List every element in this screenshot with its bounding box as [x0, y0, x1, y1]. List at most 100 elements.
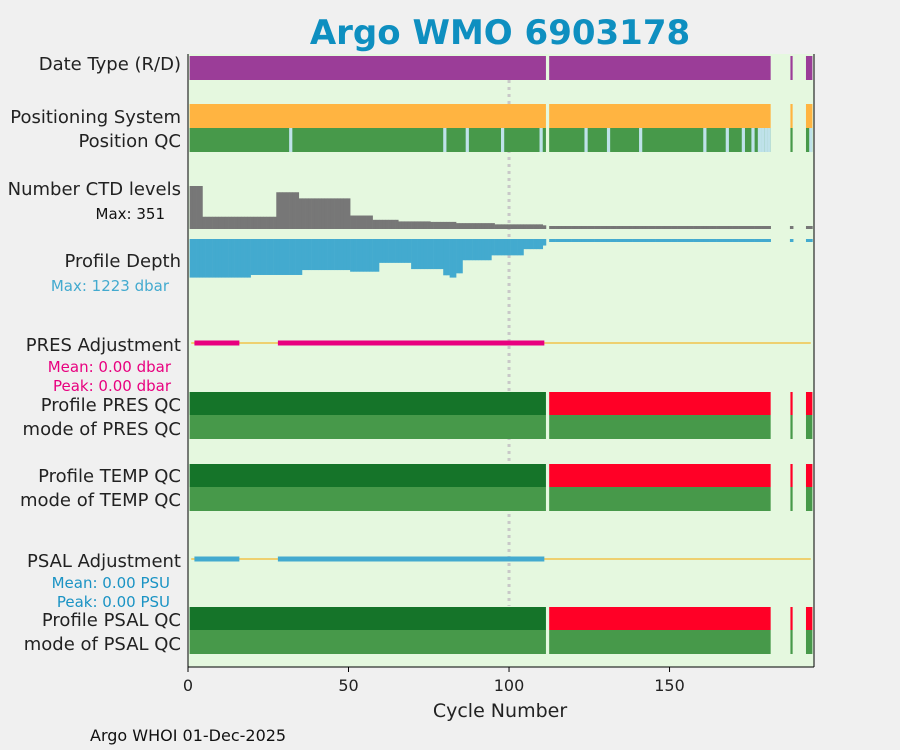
- plot-area: [188, 54, 814, 667]
- ctd-levels-bar: [321, 198, 325, 229]
- profile-depth-bar: [690, 239, 694, 242]
- ctd-levels-bar: [452, 221, 457, 229]
- profile-depth-bar: [716, 239, 720, 242]
- position-qc-gap: [725, 128, 729, 152]
- profile-depth-bar: [465, 239, 470, 261]
- ctd-levels-bar: [767, 226, 771, 229]
- ctd-levels-bar: [484, 223, 489, 229]
- ctd-levels-bar: [401, 221, 405, 229]
- profile-depth-bar: [722, 239, 727, 242]
- ctd-levels-bar: [619, 226, 624, 229]
- ctd-levels-bar: [552, 226, 556, 229]
- profile-depth-bar: [655, 239, 659, 242]
- ctd-levels-bar: [356, 215, 361, 229]
- profile-depth-bar: [398, 239, 402, 263]
- ctd-levels-bar: [555, 226, 560, 229]
- profile-depth-bar: [244, 239, 248, 278]
- ctd-levels-bar: [639, 226, 643, 229]
- ctd-levels-bar: [260, 216, 264, 229]
- ctd-levels-bar: [366, 215, 370, 229]
- ctd-levels-bar: [558, 226, 563, 229]
- profile-depth-bar: [529, 239, 534, 250]
- profile-depth-bar: [462, 239, 466, 261]
- ctd-levels-bar: [289, 192, 293, 229]
- ctd-levels-bar: [221, 216, 226, 229]
- ctd-levels-bar: [581, 226, 585, 229]
- ctd-levels-bar: [716, 226, 720, 229]
- profile-depth-bar: [696, 239, 701, 242]
- profile-depth-bar: [552, 239, 556, 242]
- profile-depth-bar: [305, 239, 309, 271]
- ctd-levels-bar: [192, 186, 197, 229]
- profile-depth-bar: [574, 239, 579, 242]
- profile-depth-bar: [430, 239, 434, 270]
- profile-depth-bar: [805, 239, 810, 242]
- profile-depth-bar: [616, 239, 621, 242]
- pres-adjustment-bar: [194, 340, 240, 346]
- profile-depth-bar: [356, 239, 361, 272]
- profile-pres-qc-bar: [805, 392, 813, 415]
- profile-depth-bar: [513, 239, 518, 256]
- profile-psal-qc-bar: [549, 607, 771, 630]
- ctd-levels-bar: [240, 216, 245, 229]
- date-type-bar: [805, 56, 813, 80]
- profile-depth-bar: [523, 239, 527, 250]
- ctd-levels-bar: [700, 226, 704, 229]
- mode-psal-qc-label: mode of PSAL QC: [24, 634, 181, 655]
- profile-depth-bar: [626, 239, 630, 242]
- profile-depth-bar: [468, 239, 473, 261]
- mode-pres-qc-bar: [790, 415, 793, 439]
- profile-depth-bar: [385, 239, 389, 263]
- ctd-levels-bar: [391, 219, 396, 229]
- ctd-levels-bar: [632, 226, 637, 229]
- ctd-levels-bar: [375, 219, 380, 229]
- date-type-bar: [790, 56, 793, 80]
- profile-psal-qc-bar: [790, 607, 793, 630]
- position-qc-bar: [790, 128, 793, 152]
- ctd-levels-bar: [590, 226, 595, 229]
- profile-depth-bar: [764, 239, 768, 242]
- ctd-levels-bar: [501, 224, 505, 229]
- ctd-levels-bar: [305, 198, 309, 229]
- profile-depth-bar: [578, 239, 582, 242]
- psal-adjustment-peak: Peak: 0.00 PSU: [57, 593, 170, 611]
- profile-depth-bar: [703, 239, 707, 242]
- ctd-levels-bar: [417, 221, 422, 229]
- profile-pres-qc-bar: [549, 392, 771, 415]
- ctd-levels-bar: [379, 219, 383, 229]
- profile-depth-bar: [279, 239, 284, 275]
- profile-depth-bar: [440, 239, 444, 270]
- ctd-levels-bar: [667, 226, 672, 229]
- profile-depth-bar: [196, 239, 200, 278]
- ctd-levels-bar: [561, 226, 566, 229]
- profile-depth-bar: [414, 239, 418, 270]
- ctd-levels-bar: [372, 219, 377, 229]
- profile-depth-bar: [558, 239, 563, 242]
- ctd-levels-bar: [664, 226, 669, 229]
- x-tick-label: 0: [183, 676, 193, 695]
- profile-depth-bar: [565, 239, 569, 242]
- profile-depth-bar: [295, 239, 300, 275]
- profile-depth-bar: [789, 239, 794, 242]
- ctd-levels-bar: [295, 192, 300, 229]
- ctd-levels-bar: [491, 223, 495, 229]
- pres-adjustment-label: PRES Adjustment: [26, 335, 181, 356]
- position-qc-bar: [549, 128, 771, 152]
- ctd-levels-bar: [334, 198, 338, 229]
- row-labels: Date Type (R/D) Positioning System Positio…: [8, 54, 181, 655]
- profile-depth-bar: [411, 239, 415, 270]
- profile-depth-bar: [632, 239, 637, 242]
- ctd-levels-bar: [212, 216, 216, 229]
- mode-temp-qc-label: mode of TEMP QC: [20, 490, 181, 511]
- profile-depth-bar: [481, 239, 486, 261]
- position-qc-gap: [289, 128, 293, 152]
- ctd-levels-bar: [748, 226, 752, 229]
- ctd-levels-bar: [369, 215, 373, 229]
- mode-psal-qc-bar: [805, 630, 813, 654]
- profile-depth-bar: [501, 239, 505, 256]
- profile-depth-bar: [677, 239, 682, 242]
- ctd-levels-bar: [481, 223, 486, 229]
- profile-depth-bar: [218, 239, 223, 278]
- ctd-levels-bar: [250, 216, 255, 229]
